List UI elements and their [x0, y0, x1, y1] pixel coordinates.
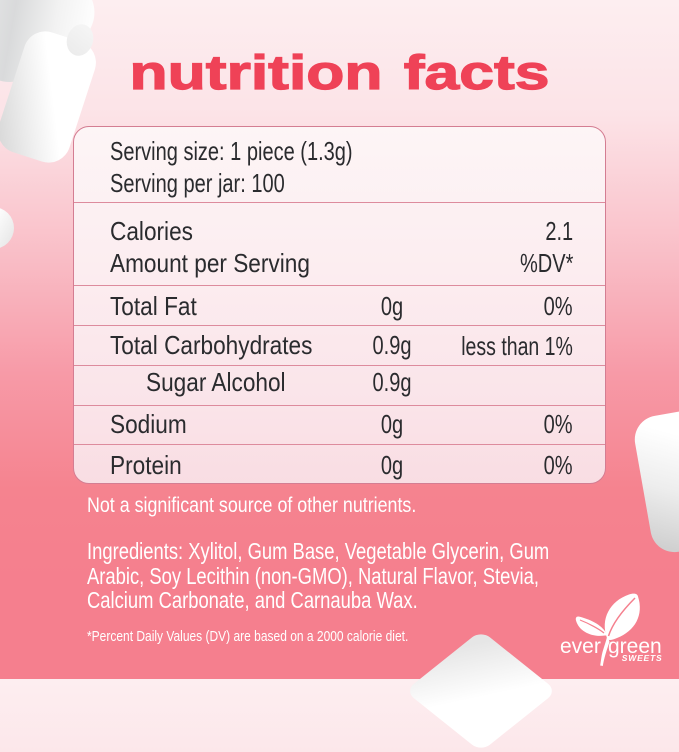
- svg-text:green: green: [608, 635, 662, 658]
- svg-text:ever: ever: [560, 635, 601, 658]
- svg-text:SWEETS: SWEETS: [622, 653, 663, 663]
